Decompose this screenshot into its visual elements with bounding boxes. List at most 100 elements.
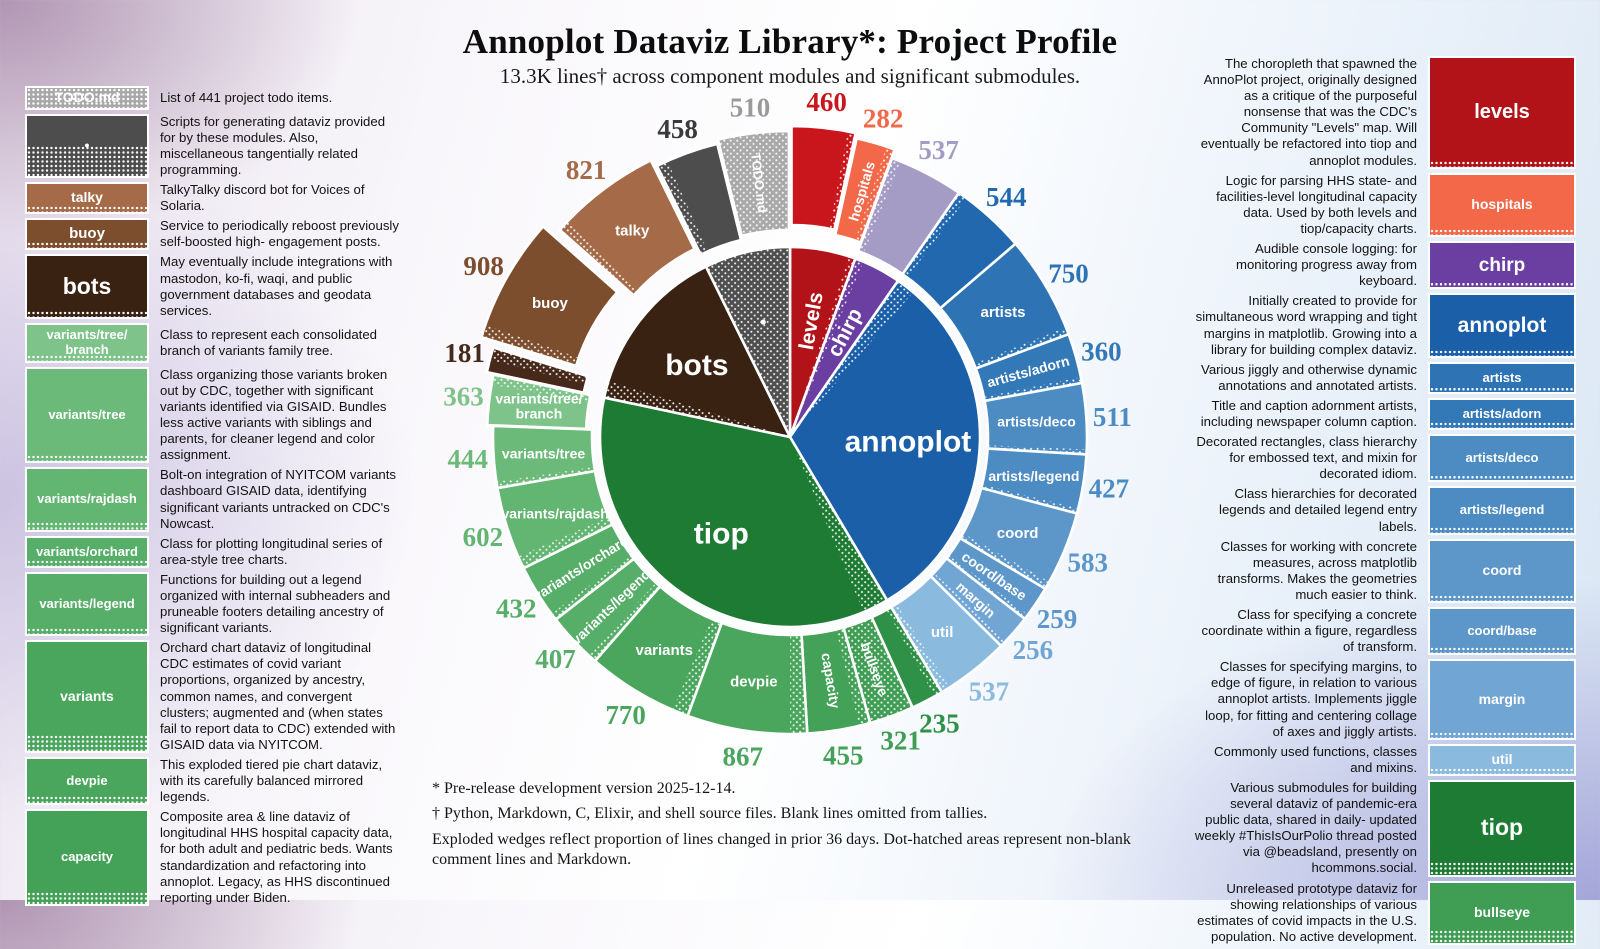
pie-wedge-bullseye: bullseye <box>842 616 914 725</box>
hatch-overlay <box>886 607 942 697</box>
legend-desc-variants-orchard: Class for plotting longitudinal series o… <box>160 535 383 567</box>
left-legend: TODO.md List of 441 project todo items. • S… <box>25 86 399 910</box>
legend-desc-capacity: Composite area & line dataviz of longitu… <box>160 809 393 905</box>
legend-row-capacity: capacity Composite area & line dataviz of… <box>25 809 399 906</box>
wedge-label-coord: coord <box>997 525 1039 542</box>
hatch-overlay <box>589 582 660 662</box>
legend-desc-artists-legend: Class hierarchies for decorated legends … <box>1219 486 1417 534</box>
wedge-value-tiop-own: 235 <box>919 708 960 738</box>
legend-swatch-scripts: • <box>25 113 149 179</box>
hatch-overlay <box>902 192 967 278</box>
tiered-pie-chart: levelschirpannoplottiopbotshospitalsarti… <box>443 87 1132 772</box>
hatch-overlay <box>983 376 1083 401</box>
legend-swatch-label: artists/legend <box>1459 502 1545 518</box>
legend-row-bullseye: Unreleased prototype dataviz for showing… <box>1194 880 1576 945</box>
legend-desc-bots: May eventually include integrations with… <box>160 254 393 318</box>
hatch-overlay <box>672 618 722 716</box>
wedge-value-levels-own: 460 <box>806 87 847 117</box>
wedge-label-talky: talky <box>615 223 650 240</box>
legend-swatch-label: buoy <box>69 224 105 242</box>
wedge-label-artists: artists <box>980 304 1025 321</box>
hatch-band <box>1430 595 1574 601</box>
pie-wedge-todo-md: TODO.md <box>716 129 791 238</box>
hatch-overlay <box>974 327 1069 369</box>
legend-swatch-talky: talky <box>25 182 149 215</box>
hatch-overlay <box>551 554 634 620</box>
wedge-value-variants-orchard: 432 <box>496 594 537 624</box>
legend-swatch-label: chirp <box>1478 254 1526 276</box>
legend-swatch-label: coord/base <box>1467 622 1537 638</box>
legend-swatch-artists-adorn: artists/adorn <box>1428 397 1576 431</box>
wedge-label-devpie: devpie <box>730 674 778 691</box>
hatch-overlay <box>855 146 895 243</box>
legend-desc-chirp: Audible console logging: for monitoring … <box>1235 241 1417 289</box>
hatch-band <box>1430 160 1574 167</box>
hatch-band <box>27 891 147 904</box>
legend-swatch-label: TODO.md <box>54 89 120 105</box>
wedge-label-variants-tree: variants/tree <box>502 446 585 462</box>
hatch-overlay <box>717 131 789 236</box>
legend-row-variants-rajdash: variants/rajdash Bolt-on integration of N… <box>25 467 399 532</box>
legend-swatch-label: util <box>1491 751 1513 767</box>
legend-swatch-artists-deco: artists/deco <box>1428 434 1576 483</box>
legend-swatch-label: artists/adorn <box>1462 405 1542 421</box>
legend-desc-hospitals: Logic for parsing HHS state- and facilit… <box>1216 172 1417 236</box>
legend-swatch-label: hospitals <box>1471 196 1533 212</box>
wedge-value-variants-rajdash: 602 <box>463 522 504 552</box>
pie-wedge-variants-rajdash: variants/rajdash <box>496 469 614 570</box>
hatch-band <box>27 796 147 804</box>
wedge-label-todo-md: TODO.md <box>748 152 770 214</box>
wedge-label-variants-tree-branch: variants/tree/branch <box>495 390 582 421</box>
wedge-value-artists: 750 <box>1048 259 1089 289</box>
pie-wedge-bots-own <box>485 346 590 394</box>
wedge-value-coord: 583 <box>1067 547 1108 577</box>
legend-row-variants-tree-branch: variants/tree/ branch Class to represent … <box>25 322 399 363</box>
wedge-label-artists-deco: artists/deco <box>997 414 1076 430</box>
legend-swatch-label: • <box>84 137 90 154</box>
wedge-label-annoplot: annoplot <box>845 426 972 459</box>
pie-wedge-scripts-own <box>655 142 743 257</box>
legend-desc-talky: TalkyTalky discord bot for Voices of Sol… <box>160 182 365 214</box>
legend-swatch-buoy: buoy <box>25 218 149 251</box>
legend-desc-tiop: Various submodules for building several … <box>1194 779 1417 876</box>
hatch-band <box>1430 731 1574 738</box>
legend-row-artists-deco: Decorated rectangles, class hierarchy fo… <box>1194 434 1576 483</box>
wedge-label-artists-legend: artists/legend <box>988 468 1079 484</box>
legend-row-annoplot: Initially created to provide for simulta… <box>1194 293 1576 358</box>
page-subtitle: 13.3K lines† across component modules an… <box>499 64 1081 88</box>
legend-swatch-label: capacity <box>60 849 114 865</box>
legend-swatch-label: artists/deco <box>1465 449 1539 465</box>
legend-swatch-artists-legend: artists/legend <box>1428 486 1576 535</box>
wedge-value-variants-tree-branch: 363 <box>443 382 484 412</box>
wedge-value-artists-adorn: 360 <box>1081 336 1122 366</box>
hatch-overlay <box>836 627 871 726</box>
hatch-band <box>1430 526 1574 533</box>
hatch-band <box>27 310 147 317</box>
legend-swatch-artists: artists <box>1428 361 1576 394</box>
legend-desc-annoplot: Initially created to provide for simulta… <box>1195 293 1417 357</box>
hatch-overlay <box>790 634 808 734</box>
legend-desc-coord: Classes for working with concrete measur… <box>1217 538 1417 602</box>
legend-swatch-label: bullseye <box>1473 903 1531 920</box>
legend-swatch-variants-orchard: variants/orchard <box>25 535 149 568</box>
legend-row-util: Commonly used functions, classes and mix… <box>1194 743 1576 776</box>
legend-swatch-label: variants <box>60 687 114 704</box>
legend-swatch-variants-tree-branch: variants/tree/ branch <box>25 322 149 363</box>
legend-row-artists-adorn: Title and caption adornment artists, inc… <box>1194 397 1576 431</box>
legend-swatch-label: levels <box>1474 101 1530 124</box>
hatch-overlay <box>843 617 913 723</box>
legend-swatch-variants-legend: variants/legend <box>25 571 149 637</box>
legend-swatch-hospitals: hospitals <box>1428 172 1576 238</box>
legend-desc-buoy: Service to periodically reboost previous… <box>160 218 399 250</box>
footnote-sources: † Python, Markdown, C, Elixir, and shell… <box>432 805 988 823</box>
legend-row-coord: Classes for working with concrete measur… <box>1194 538 1576 603</box>
wedge-value-util: 537 <box>969 677 1010 707</box>
pie-wedge-artists-deco: artists/deco <box>983 381 1089 456</box>
legend-desc-scripts: Scripts for generating dataviz provided … <box>160 113 386 177</box>
legend-desc-margin: Classes for specifying margins, to edge … <box>1205 659 1417 739</box>
legend-desc-bullseye: Unreleased prototype dataviz for showing… <box>1197 880 1417 944</box>
hatch-overlay <box>489 347 588 385</box>
hatch-overlay <box>604 380 790 437</box>
hatch-band <box>1430 229 1574 236</box>
